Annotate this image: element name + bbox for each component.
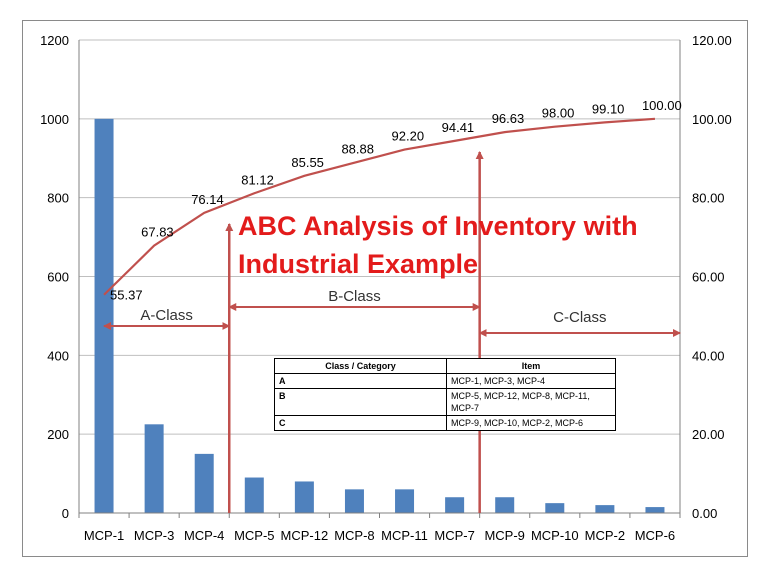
y-right-tick-label: 120.00	[692, 33, 732, 48]
table-row: A MCP-1, MCP-3, MCP-4	[274, 373, 616, 389]
bar	[144, 424, 164, 513]
x-tick-label: MCP-5	[234, 528, 274, 543]
y-left-tick-label: 1000	[40, 112, 69, 127]
table-cell-class: A	[274, 373, 447, 389]
bar	[294, 481, 314, 513]
x-tick-label: MCP-8	[334, 528, 374, 543]
y-right-tick-label: 0.00	[692, 506, 717, 521]
y-right-tick-label: 60.00	[692, 270, 725, 285]
y-right-tick-label: 80.00	[692, 191, 725, 206]
table-cell-items: MCP-9, MCP-10, MCP-2, MCP-6	[446, 415, 616, 431]
bar	[194, 453, 214, 513]
x-tick-label: MCP-3	[134, 528, 174, 543]
table-cell-class: C	[274, 415, 447, 431]
x-tick-label: MCP-7	[434, 528, 474, 543]
bar	[94, 118, 114, 513]
y-left-tick-label: 800	[47, 191, 69, 206]
y-left-tick-label: 400	[47, 348, 69, 363]
bar	[395, 489, 415, 513]
table-row: C MCP-9, MCP-10, MCP-2, MCP-6	[274, 415, 616, 431]
y-left-tick-label: 0	[62, 506, 69, 521]
x-tick-label: MCP-12	[281, 528, 329, 543]
bar	[595, 505, 615, 513]
table-header-row: Class / Category Item	[274, 358, 616, 374]
data-label: 67.83	[141, 225, 174, 240]
data-label: 94.41	[442, 120, 475, 135]
table-cell-class: B	[274, 388, 447, 416]
chart-title-line2: Industrial Example	[238, 249, 478, 279]
x-tick-label: MCP-1	[84, 528, 124, 543]
x-tick-label: MCP-11	[381, 528, 428, 543]
bar	[445, 497, 465, 513]
class-span-label: C-Class	[553, 309, 606, 326]
y-right-tick-label: 40.00	[692, 348, 725, 363]
class-span-label: B-Class	[328, 288, 381, 305]
data-label: 98.00	[542, 106, 575, 121]
bar	[344, 489, 364, 513]
y-right-tick-label: 100.00	[692, 112, 732, 127]
x-tick-label: MCP-10	[531, 528, 579, 543]
table-header-item: Item	[446, 358, 616, 374]
data-label: 96.63	[492, 111, 525, 126]
data-label: 92.20	[392, 129, 425, 144]
chart-frame	[22, 20, 748, 557]
table-header-class: Class / Category	[274, 358, 447, 374]
bar	[645, 507, 665, 513]
y-left-tick-label: 200	[47, 427, 69, 442]
chart-title: ABC Analysis of Inventory with	[238, 211, 638, 241]
y-right-tick-label: 20.00	[692, 427, 725, 442]
cumulative-line	[103, 117, 656, 296]
y-left-tick-label: 1200	[40, 33, 69, 48]
table-cell-items: MCP-1, MCP-3, MCP-4	[446, 373, 616, 389]
data-label: 85.55	[291, 155, 324, 170]
x-tick-label: MCP-4	[184, 528, 224, 543]
bar	[545, 503, 565, 513]
y-left-tick-label: 600	[47, 270, 69, 285]
x-tick-label: MCP-2	[585, 528, 625, 543]
table-row: B MCP-5, MCP-12, MCP-8, MCP-11, MCP-7	[274, 388, 616, 416]
x-tick-label: MCP-9	[484, 528, 524, 543]
bar	[244, 477, 264, 513]
bar	[495, 497, 515, 513]
class-category-table: Class / Category Item A MCP-1, MCP-3, MC…	[274, 358, 616, 431]
data-label: 55.37	[110, 288, 143, 303]
data-label: 81.12	[241, 172, 274, 187]
table-cell-items: MCP-5, MCP-12, MCP-8, MCP-11, MCP-7	[446, 388, 616, 416]
data-label: 76.14	[191, 192, 224, 207]
data-label: 100.00	[642, 98, 682, 113]
data-label: 99.10	[592, 101, 625, 116]
class-span-label: A-Class	[140, 307, 193, 324]
x-tick-label: MCP-6	[635, 528, 675, 543]
data-label: 88.88	[341, 142, 374, 157]
